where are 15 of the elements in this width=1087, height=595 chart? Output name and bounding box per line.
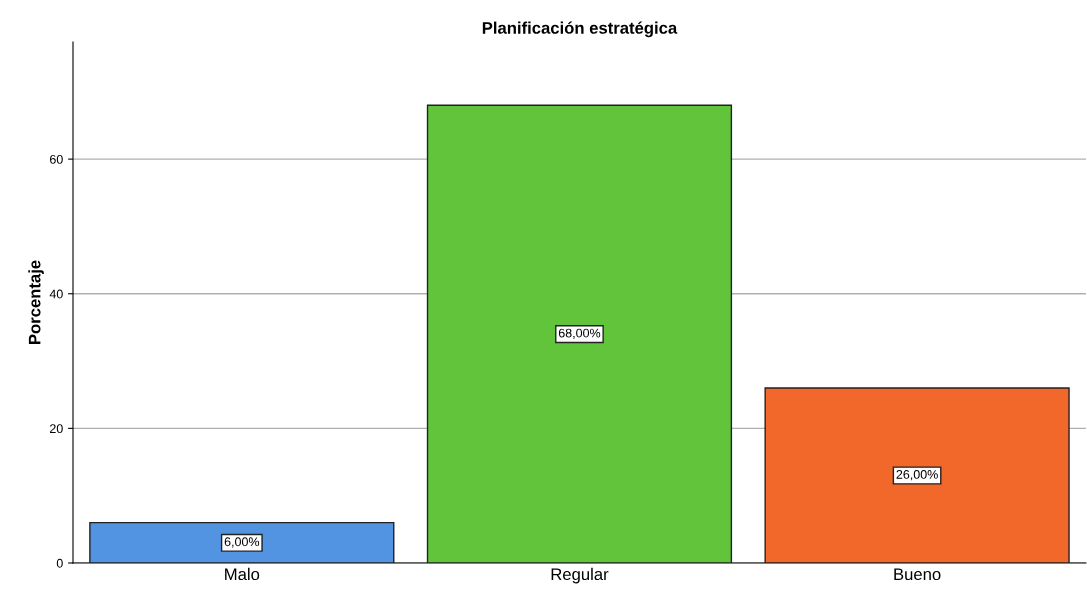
bar [764,387,1070,563]
y-axis-title: Porcentaje [28,260,44,344]
data-label: 26,00% [896,470,938,481]
y-tick-label: 60 [50,154,63,164]
bar [89,521,395,563]
y-tick-label: 40 [49,289,63,299]
data-label: 68,00% [558,328,601,339]
x-tick-label: Malo [225,567,260,581]
x-tick-label: Bueno [894,568,941,581]
y-tick-label: 0 [56,558,63,568]
x-tick-label: Regular [551,567,609,584]
chart-title: Planificación estratégica [482,21,678,38]
y-tick-label: 20 [50,424,63,434]
bar [426,104,733,563]
data-label: 6,00% [224,537,260,548]
